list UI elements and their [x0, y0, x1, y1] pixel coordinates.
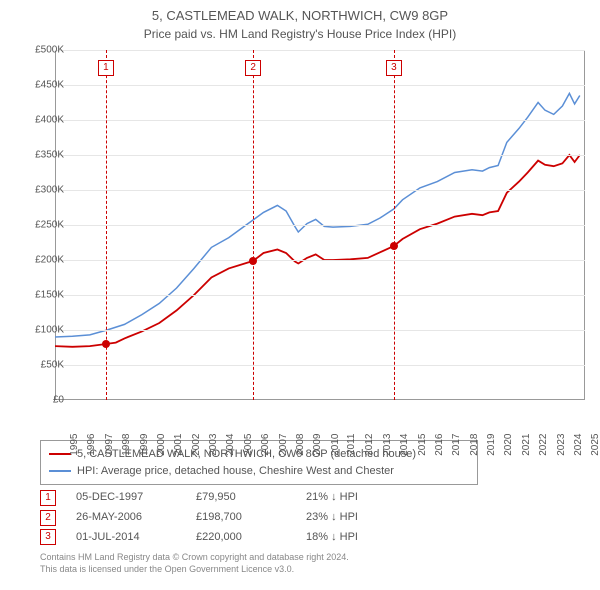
event-marker-3: 3 [40, 529, 56, 545]
y-axis-label: £50K [41, 360, 64, 371]
x-axis-label: 2001 [173, 434, 184, 456]
legend-label-hpi: HPI: Average price, detached house, Ches… [77, 463, 394, 480]
x-axis-label: 2025 [590, 434, 600, 456]
x-axis-label: 2010 [329, 434, 340, 456]
x-axis-label: 2016 [434, 434, 445, 456]
x-axis-label: 2023 [555, 434, 566, 456]
x-axis-label: 2006 [260, 434, 271, 456]
x-axis-label: 2009 [312, 434, 323, 456]
event-marker-1: 1 [40, 490, 56, 506]
gridline [55, 190, 585, 191]
reference-marker-2: 2 [245, 60, 261, 76]
y-axis-label: £450K [35, 80, 64, 91]
chart-title: 5, CASTLEMEAD WALK, NORTHWICH, CW9 8GP [0, 0, 600, 25]
x-axis-label: 2021 [521, 434, 532, 456]
y-axis-label: £100K [35, 325, 64, 336]
event-delta: 18% ↓ HPI [306, 528, 358, 548]
gridline [55, 225, 585, 226]
gridline [55, 155, 585, 156]
gridline [55, 120, 585, 121]
gridline [55, 330, 585, 331]
x-axis-label: 2011 [346, 434, 357, 456]
events-table: 1 05-DEC-1997 £79,950 21% ↓ HPI 2 26-MAY… [40, 488, 358, 547]
x-axis-label: 2000 [156, 434, 167, 456]
footer-attribution: Contains HM Land Registry data © Crown c… [40, 552, 349, 575]
x-axis-label: 2014 [399, 434, 410, 456]
reference-line [394, 50, 395, 400]
y-axis-label: £0 [53, 395, 64, 406]
x-axis-label: 2005 [243, 434, 254, 456]
x-axis-label: 2004 [225, 434, 236, 456]
footer-line2: This data is licensed under the Open Gov… [40, 564, 349, 576]
y-axis-label: £150K [35, 290, 64, 301]
event-price: £79,950 [196, 488, 286, 508]
data-point-marker [249, 257, 257, 265]
x-axis-label: 2013 [382, 434, 393, 456]
x-axis-label: 1998 [121, 434, 132, 456]
event-date: 26-MAY-2006 [76, 508, 176, 528]
x-axis-label: 2002 [190, 434, 201, 456]
event-date: 01-JUL-2014 [76, 528, 176, 548]
x-axis-label: 2012 [364, 434, 375, 456]
x-axis-label: 2024 [573, 434, 584, 456]
legend-swatch-price [49, 453, 71, 455]
x-axis-label: 1995 [69, 434, 80, 456]
x-axis-label: 2020 [503, 434, 514, 456]
reference-line [253, 50, 254, 400]
chart-subtitle: Price paid vs. HM Land Registry's House … [0, 25, 600, 41]
gridline [55, 50, 585, 51]
gridline [55, 365, 585, 366]
event-row: 3 01-JUL-2014 £220,000 18% ↓ HPI [40, 528, 358, 548]
event-price: £220,000 [196, 528, 286, 548]
footer-line1: Contains HM Land Registry data © Crown c… [40, 552, 349, 564]
event-price: £198,700 [196, 508, 286, 528]
gridline [55, 260, 585, 261]
reference-marker-1: 1 [98, 60, 114, 76]
gridline [55, 85, 585, 86]
x-axis-label: 1999 [138, 434, 149, 456]
y-axis-label: £500K [35, 45, 64, 56]
y-axis-label: £400K [35, 115, 64, 126]
legend-swatch-hpi [49, 470, 71, 472]
event-row: 1 05-DEC-1997 £79,950 21% ↓ HPI [40, 488, 358, 508]
x-axis-label: 2015 [416, 434, 427, 456]
event-delta: 21% ↓ HPI [306, 488, 358, 508]
x-axis-label: 2003 [208, 434, 219, 456]
x-axis-label: 2022 [538, 434, 549, 456]
event-marker-2: 2 [40, 510, 56, 526]
x-axis-label: 1996 [86, 434, 97, 456]
reference-marker-3: 3 [386, 60, 402, 76]
x-axis-label: 2017 [451, 434, 462, 456]
x-axis-label: 2007 [277, 434, 288, 456]
event-date: 05-DEC-1997 [76, 488, 176, 508]
y-axis-label: £200K [35, 255, 64, 266]
legend-item-hpi: HPI: Average price, detached house, Ches… [49, 463, 469, 480]
data-point-marker [390, 242, 398, 250]
x-axis-label: 2008 [295, 434, 306, 456]
y-axis-label: £250K [35, 220, 64, 231]
x-axis-label: 2018 [468, 434, 479, 456]
x-axis-label: 2019 [486, 434, 497, 456]
event-row: 2 26-MAY-2006 £198,700 23% ↓ HPI [40, 508, 358, 528]
y-axis-label: £300K [35, 185, 64, 196]
data-point-marker [102, 340, 110, 348]
x-axis-label: 1997 [104, 434, 115, 456]
y-axis-label: £350K [35, 150, 64, 161]
plot-area: 1 2 3 [55, 50, 585, 400]
gridline [55, 295, 585, 296]
chart-container: { "title": "5, CASTLEMEAD WALK, NORTHWIC… [0, 0, 600, 590]
event-delta: 23% ↓ HPI [306, 508, 358, 528]
